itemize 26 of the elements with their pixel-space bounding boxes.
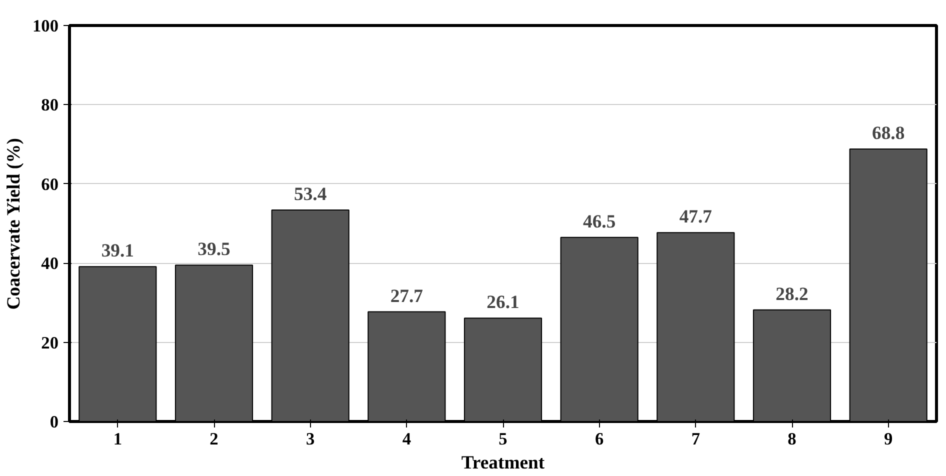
x-tick-label: 5 bbox=[498, 430, 508, 448]
y-axis-title: Coacervate Yield (%) bbox=[4, 138, 25, 310]
y-tick-label: 0 bbox=[50, 412, 59, 432]
data-label: 39.5 bbox=[198, 239, 230, 260]
y-tick-label: 40 bbox=[41, 254, 58, 274]
x-tick-label: 4 bbox=[402, 430, 412, 448]
x-tick-label: 3 bbox=[306, 430, 315, 448]
data-label: 39.1 bbox=[101, 240, 134, 262]
y-tick-label: 60 bbox=[41, 174, 58, 194]
data-label: 46.5 bbox=[583, 211, 616, 232]
x-tick-label: 9 bbox=[884, 430, 893, 448]
x-tick-label: 6 bbox=[595, 430, 604, 448]
x-axis-title: Treatment bbox=[461, 452, 546, 474]
x-tick-label: 2 bbox=[210, 430, 218, 448]
data-label: 27.7 bbox=[390, 286, 423, 307]
data-label: 53.4 bbox=[294, 184, 327, 206]
y-tick-label: 100 bbox=[32, 16, 59, 36]
x-tick-label: 7 bbox=[691, 430, 700, 448]
x-tick-label: 1 bbox=[113, 430, 122, 448]
x-tick-label: 8 bbox=[788, 430, 797, 448]
data-label: 68.8 bbox=[872, 123, 905, 144]
y-tick-label: 80 bbox=[41, 96, 58, 115]
data-label: 47.7 bbox=[679, 206, 712, 228]
y-tick-label: 20 bbox=[41, 333, 58, 352]
data-label: 26.1 bbox=[486, 292, 520, 314]
data-label: 28.2 bbox=[776, 284, 808, 305]
